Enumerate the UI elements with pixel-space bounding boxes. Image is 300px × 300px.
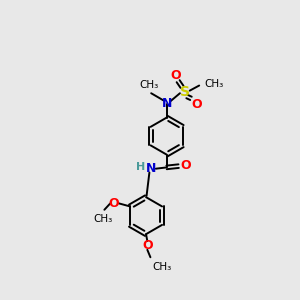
Text: CH₃: CH₃ [204, 79, 224, 89]
Text: O: O [170, 69, 181, 82]
Text: CH₃: CH₃ [139, 80, 158, 90]
Text: N: N [146, 162, 156, 175]
Text: O: O [142, 239, 153, 252]
Text: S: S [179, 85, 190, 99]
Text: CH₃: CH₃ [152, 262, 172, 272]
Text: H: H [136, 162, 145, 172]
Text: CH₃: CH₃ [93, 214, 112, 224]
Text: O: O [191, 98, 202, 111]
Text: O: O [181, 159, 191, 172]
Text: N: N [161, 97, 172, 110]
Text: O: O [109, 197, 119, 210]
